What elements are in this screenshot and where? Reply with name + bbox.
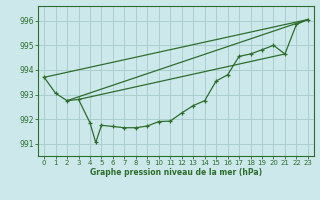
X-axis label: Graphe pression niveau de la mer (hPa): Graphe pression niveau de la mer (hPa) <box>90 168 262 177</box>
